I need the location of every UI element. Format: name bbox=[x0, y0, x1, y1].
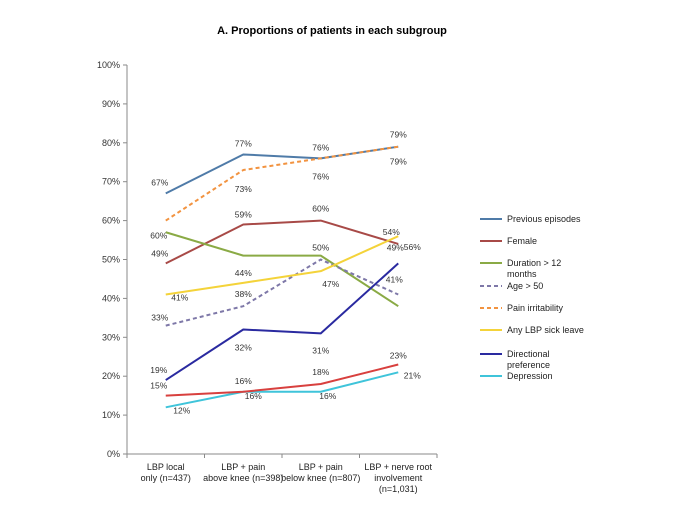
legend-label: Previous episodes bbox=[507, 214, 581, 224]
legend-label: Female bbox=[507, 236, 537, 246]
y-tick-label: 50% bbox=[102, 255, 120, 265]
x-category-label: below knee (n=807) bbox=[281, 473, 360, 483]
data-label: 73% bbox=[235, 184, 252, 194]
data-label: 59% bbox=[235, 209, 252, 219]
series-line bbox=[165, 363, 399, 397]
series-line bbox=[165, 145, 399, 222]
y-tick-label: 20% bbox=[102, 371, 120, 381]
data-label: 44% bbox=[235, 268, 252, 278]
data-label: 56% bbox=[404, 242, 421, 252]
series-line bbox=[165, 145, 399, 195]
data-label: 19% bbox=[150, 365, 167, 375]
data-labels: 67% 77% 76% 79% 49% 59% 60% 56% 60% 33% 38% 50% 41% 7… bbox=[150, 130, 421, 416]
legend-label: Pain irritability bbox=[507, 303, 564, 313]
data-label: 16% bbox=[235, 376, 252, 386]
legend-label: Duration > 12 bbox=[507, 258, 561, 268]
x-category-label: (n=1,031) bbox=[379, 484, 418, 494]
data-label: 47% bbox=[322, 279, 339, 289]
y-tick-label: 60% bbox=[102, 216, 120, 226]
data-label: 49% bbox=[387, 242, 404, 252]
legend-label: Depression bbox=[507, 371, 553, 381]
data-label: 16% bbox=[245, 391, 262, 401]
data-label: 21% bbox=[404, 370, 421, 380]
series-line bbox=[165, 231, 399, 308]
data-label: 77% bbox=[235, 138, 252, 148]
y-tick-label: 30% bbox=[102, 332, 120, 342]
data-label: 33% bbox=[151, 313, 168, 323]
data-label: 16% bbox=[319, 391, 336, 401]
chart-title: A. Proportions of patients in each subgr… bbox=[217, 25, 447, 37]
series-line bbox=[165, 371, 399, 409]
legend-label: months bbox=[507, 269, 537, 279]
data-label: 23% bbox=[390, 351, 407, 361]
y-tick-label: 40% bbox=[102, 293, 120, 303]
x-category-label: LBP + nerve root bbox=[364, 462, 432, 472]
series-lines bbox=[165, 145, 399, 409]
series-line bbox=[165, 258, 399, 327]
data-label: 31% bbox=[312, 345, 329, 355]
y-tick-label: 80% bbox=[102, 138, 120, 148]
legend: Previous episodes Female Duration > 12mont… bbox=[480, 214, 584, 381]
y-tick-label: 10% bbox=[102, 410, 120, 420]
data-label: 76% bbox=[312, 171, 329, 181]
data-label: 67% bbox=[151, 177, 168, 187]
x-category-label: only (n=437) bbox=[141, 473, 191, 483]
series-line bbox=[165, 262, 399, 381]
y-tick-label: 90% bbox=[102, 99, 120, 109]
x-category-label: above knee (n=398) bbox=[203, 473, 283, 483]
data-label: 79% bbox=[390, 157, 407, 167]
legend-label: preference bbox=[507, 360, 550, 370]
data-label: 32% bbox=[235, 343, 252, 353]
legend-label: Directional bbox=[507, 349, 550, 359]
data-label: 41% bbox=[386, 275, 403, 285]
axes bbox=[123, 64, 438, 458]
x-category-label: LBP local bbox=[147, 462, 185, 472]
data-label: 76% bbox=[312, 142, 329, 152]
x-category-label: involvement bbox=[374, 473, 423, 483]
x-category-label: LBP + pain bbox=[221, 462, 265, 472]
data-label: 49% bbox=[151, 248, 168, 258]
y-tick-label: 70% bbox=[102, 177, 120, 187]
data-label: 12% bbox=[173, 405, 190, 415]
data-label: 18% bbox=[312, 367, 329, 377]
x-category-label: LBP + pain bbox=[299, 462, 343, 472]
data-label: 60% bbox=[150, 230, 167, 240]
data-label: 41% bbox=[171, 293, 188, 303]
y-tick-labels: 0% 10% 20% 30% 40% 50% 60% 70% 80% 90% 100% bbox=[97, 60, 120, 459]
legend-label: Any LBP sick leave bbox=[507, 325, 584, 335]
y-tick-label: 0% bbox=[107, 449, 120, 459]
data-label: 38% bbox=[235, 289, 252, 299]
legend-label: Age > 50 bbox=[507, 281, 543, 291]
data-label: 60% bbox=[312, 204, 329, 214]
data-label: 50% bbox=[312, 243, 329, 253]
y-tick-label: 100% bbox=[97, 60, 120, 70]
data-label: 15% bbox=[150, 381, 167, 391]
series-line bbox=[165, 235, 399, 296]
data-label: 79% bbox=[390, 130, 407, 140]
data-label: 54% bbox=[383, 227, 400, 237]
